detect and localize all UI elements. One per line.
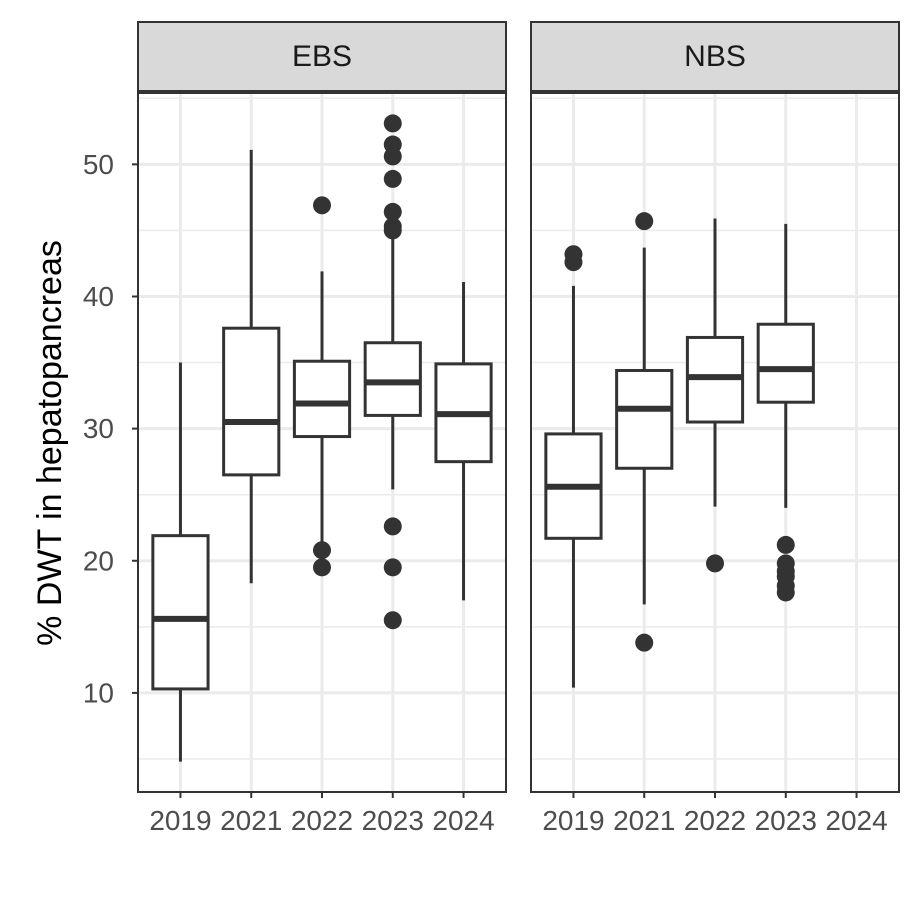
outlier-point bbox=[313, 541, 331, 560]
y-tick-label: 40 bbox=[83, 281, 114, 312]
facet-strip-label: EBS bbox=[292, 40, 352, 73]
outlier-point bbox=[383, 169, 402, 188]
outlier-point bbox=[313, 558, 331, 577]
outlier-point bbox=[776, 583, 795, 602]
outlier-point bbox=[635, 633, 654, 652]
facet-strip bbox=[137, 21, 507, 92]
box-2019 bbox=[151, 362, 210, 762]
box-iqr bbox=[222, 326, 281, 477]
x-tick-label: 2022 bbox=[291, 805, 353, 836]
outlier-point bbox=[635, 212, 654, 231]
x-tick-label: 2019 bbox=[542, 805, 604, 836]
y-tick-label: 30 bbox=[83, 413, 114, 444]
outlier-point bbox=[564, 253, 583, 272]
x-tick-label: 2022 bbox=[684, 805, 746, 836]
outlier-point bbox=[313, 196, 331, 215]
y-tick-label: 10 bbox=[83, 677, 114, 708]
box-iqr bbox=[151, 534, 210, 691]
box-2023 bbox=[363, 114, 422, 630]
y-tick-label: 50 bbox=[83, 149, 114, 180]
box-2022 bbox=[292, 196, 352, 577]
box-iqr bbox=[756, 322, 815, 404]
outlier-point bbox=[383, 147, 402, 166]
panel-nbs: NBS 2019 2021 2022 2023 2024 bbox=[530, 21, 900, 836]
box-2021 bbox=[615, 212, 674, 652]
y-tick-label: 20 bbox=[83, 545, 114, 576]
outlier-point bbox=[383, 517, 402, 536]
box-iqr bbox=[363, 341, 422, 417]
box-iqr bbox=[615, 368, 674, 470]
outlier-point bbox=[383, 558, 402, 577]
outlier-point bbox=[383, 221, 402, 240]
facet-strip bbox=[530, 21, 900, 92]
x-tick-label: 2021 bbox=[220, 805, 282, 836]
box-2022 bbox=[685, 218, 745, 573]
box-2023 bbox=[756, 223, 815, 602]
y-axis-title: % DWT in hepatopancreas bbox=[31, 240, 69, 646]
x-tick-label: 2023 bbox=[362, 805, 424, 836]
box-2024 bbox=[434, 281, 493, 601]
x-tick-label: 2021 bbox=[613, 805, 675, 836]
x-tick-label: 2024 bbox=[825, 805, 887, 836]
x-tick-label: 2019 bbox=[149, 805, 211, 836]
outlier-point bbox=[776, 535, 795, 554]
outlier-point bbox=[706, 554, 724, 573]
box-2019 bbox=[544, 245, 603, 688]
x-tick-label: 2024 bbox=[432, 805, 494, 836]
panel-ebs: EBS 2019 2021 2022 2023 2024 bbox=[137, 21, 507, 836]
outlier-point bbox=[383, 611, 402, 630]
box-iqr bbox=[292, 359, 352, 439]
x-tick-label: 2023 bbox=[755, 805, 817, 836]
box-2021 bbox=[222, 149, 281, 584]
outlier-point bbox=[383, 202, 402, 221]
facet-strip-label: NBS bbox=[684, 40, 746, 73]
outlier-point bbox=[383, 114, 402, 133]
